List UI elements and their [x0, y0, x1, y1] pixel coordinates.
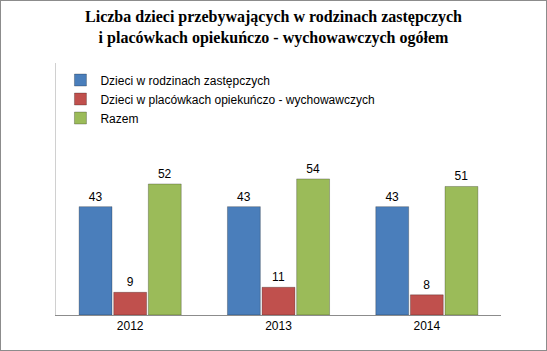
svg-text:2014: 2014: [413, 319, 440, 333]
svg-text:43: 43: [385, 190, 399, 204]
svg-text:Dzieci w placówkach opiekuńczo: Dzieci w placówkach opiekuńczo - wychowa…: [100, 93, 374, 107]
svg-text:9: 9: [127, 275, 134, 289]
svg-text:54: 54: [306, 162, 320, 176]
svg-text:43: 43: [237, 190, 251, 204]
svg-text:43: 43: [89, 190, 103, 204]
svg-text:51: 51: [455, 169, 469, 183]
svg-text:2012: 2012: [117, 319, 144, 333]
svg-text:8: 8: [423, 278, 430, 292]
svg-text:52: 52: [158, 167, 172, 181]
svg-text:Razem: Razem: [100, 112, 138, 126]
svg-text:11: 11: [272, 270, 285, 284]
svg-text:2013: 2013: [265, 319, 292, 333]
svg-text:Dzieci w rodzinach zastępczych: Dzieci w rodzinach zastępczych: [100, 74, 269, 88]
svg-text:Liczba dzieci przebywających w: Liczba dzieci przebywających w rodzinach…: [85, 8, 462, 47]
